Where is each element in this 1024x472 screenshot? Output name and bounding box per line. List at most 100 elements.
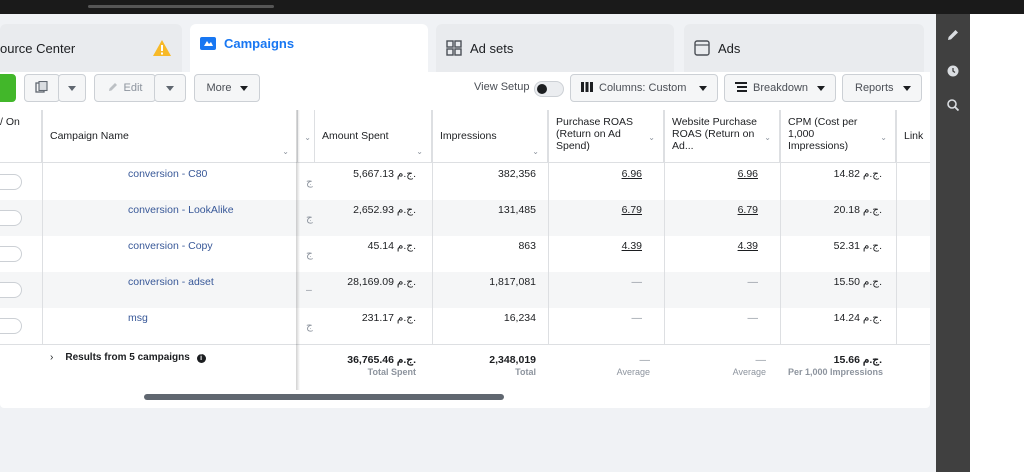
campaign-name-link[interactable]: conversion - adset <box>128 276 214 288</box>
sort-icon: ⌄ <box>880 133 887 142</box>
scrollbar-thumb[interactable] <box>144 394 504 400</box>
delivery-cell: ج <box>306 320 313 332</box>
purchase-roas-cell: — <box>631 276 643 288</box>
caret-down-icon <box>239 82 248 94</box>
website-roas-cell[interactable]: 6.96 <box>737 168 758 180</box>
total-impressions: 2,348,019 <box>489 354 536 366</box>
warning-icon <box>152 39 172 60</box>
campaign-toggle[interactable] <box>0 318 22 334</box>
total-amount-sub: Total Spent <box>367 367 416 377</box>
campaign-name-link[interactable]: conversion - C80 <box>128 168 208 180</box>
sort-icon: ⌄ <box>416 147 423 156</box>
pencil-icon <box>108 82 118 95</box>
tab-campaigns[interactable]: Campaigns <box>190 24 428 72</box>
cpm-cell: 14.82 ج.م. <box>833 168 882 180</box>
total-cpm-sub: Per 1,000 Impressions <box>788 367 884 377</box>
campaign-toggle[interactable] <box>0 210 22 226</box>
campaign-name-link[interactable]: conversion - LookAlike <box>128 204 234 216</box>
campaign-toggle[interactable] <box>0 246 22 262</box>
col-on-off-label: / On <box>0 116 20 128</box>
delivery-cell: ج <box>306 212 313 224</box>
tab-resource-center[interactable]: ource Center <box>0 24 182 72</box>
table-row[interactable]: conversion - LookAlike ج 2,652.93 ج.م. 1… <box>0 200 930 236</box>
col-header-delivery[interactable]: ⌄ <box>298 110 315 162</box>
reports-button[interactable]: Reports <box>842 74 922 102</box>
breakdown-button[interactable]: Breakdown <box>724 74 836 102</box>
results-summary[interactable]: › Results from 5 campaigns i <box>42 345 298 389</box>
duplicate-button[interactable] <box>24 74 60 102</box>
on-off-cell <box>0 164 42 200</box>
campaign-toggle[interactable] <box>0 174 22 190</box>
amount-spent-cell: 28,169.09 ج.م. <box>347 276 416 288</box>
impressions-cell: 131,485 <box>498 204 536 216</box>
duplicate-dropdown[interactable] <box>58 74 86 102</box>
campaign-name-link[interactable]: msg <box>128 312 148 324</box>
purchase-roas-cell[interactable]: 4.39 <box>621 240 642 252</box>
website-roas-cell[interactable]: 6.79 <box>737 204 758 216</box>
caret-down-icon <box>817 82 825 94</box>
zoom-icon[interactable] <box>946 98 960 112</box>
totals-row: › Results from 5 campaigns i 36,765.46 ج.… <box>0 344 930 388</box>
cpm-cell: 15.50 ج.م. <box>833 276 882 288</box>
edit-dropdown[interactable] <box>154 74 186 102</box>
purchase-roas-cell[interactable]: 6.96 <box>621 168 642 180</box>
col-header-link[interactable]: Link <box>896 110 930 162</box>
col-divider <box>896 110 897 344</box>
col-header-purchase-roas[interactable]: Purchase ROAS (Return on Ad Spend) ⌄ <box>548 110 664 162</box>
col-header-website-roas[interactable]: Website Purchase ROAS (Return on Ad... ⌄ <box>664 110 780 162</box>
sort-icon: ⌄ <box>282 147 289 156</box>
info-icon: i <box>196 354 206 363</box>
purchase-roas-cell[interactable]: 6.79 <box>621 204 642 216</box>
tab-ad-sets[interactable]: Ad sets <box>436 24 674 72</box>
col-link-label: Link <box>904 130 924 142</box>
campaigns-table: / On Campaign Name ⌄ ⌄ Amount Spent ⌄ Im… <box>0 110 930 400</box>
total-roas-sub: Average <box>616 367 650 377</box>
pencil-icon[interactable] <box>946 28 960 42</box>
campaign-name-link[interactable]: conversion - Copy <box>128 240 213 252</box>
col-header-impressions[interactable]: Impressions ⌄ <box>432 110 548 162</box>
col-purchase-roas-label: Purchase ROAS (Return on Ad Spend) <box>556 116 634 152</box>
on-off-cell <box>0 308 42 344</box>
total-website-roas-sub: Average <box>732 367 766 377</box>
amount-spent-cell: 231.17 ج.م. <box>361 312 416 324</box>
columns-button[interactable]: Columns: Custom <box>570 74 718 102</box>
clock-icon[interactable] <box>946 64 960 78</box>
total-website-roas-cell: — Average <box>664 345 774 389</box>
total-website-roas: — <box>755 354 767 366</box>
campaign-folder-icon <box>200 36 216 50</box>
table-row[interactable]: conversion - C80 ج 5,667.13 ج.م. 382,356… <box>0 164 930 200</box>
edit-label: Edit <box>123 82 143 94</box>
impressions-cell: 382,356 <box>498 168 536 180</box>
tab-ad-sets-label: Ad sets <box>470 40 514 56</box>
horizontal-scrollbar[interactable] <box>0 392 930 400</box>
col-header-cpm[interactable]: CPM (Cost per 1,000 Impressions) ⌄ <box>780 110 896 162</box>
more-label: More <box>206 82 232 94</box>
table-row[interactable]: conversion - adset – 28,169.09 ج.م. 1,81… <box>0 272 930 308</box>
col-header-amount-spent[interactable]: Amount Spent ⌄ <box>314 110 432 162</box>
caret-down-icon <box>166 82 174 94</box>
col-divider <box>432 110 433 344</box>
col-header-on-off[interactable]: / On <box>0 110 42 162</box>
edit-button[interactable]: Edit <box>94 74 156 102</box>
frozen-column-shadow <box>296 110 300 390</box>
table-row[interactable]: conversion - Copy ج 45.14 ج.م. 863 4.39 … <box>0 236 930 272</box>
create-button[interactable] <box>0 74 16 102</box>
col-amount-spent-label: Amount Spent <box>322 130 389 142</box>
delivery-cell: ج <box>306 176 313 188</box>
sort-icon: ⌄ <box>764 133 771 142</box>
side-toolbar <box>936 14 970 472</box>
col-cpm-label: CPM (Cost per 1,000 Impressions) <box>788 116 858 152</box>
tab-ads[interactable]: Ads <box>684 24 924 72</box>
ad-square-icon <box>694 40 710 56</box>
total-impressions-cell: 2,348,019 Total <box>432 345 544 389</box>
website-roas-cell[interactable]: 4.39 <box>737 240 758 252</box>
cpm-cell: 52.31 ج.م. <box>833 240 882 252</box>
campaign-toggle[interactable] <box>0 282 22 298</box>
table-row[interactable]: msg ج 231.17 ج.م. 16,234 — — 14.24 ج.م. <box>0 308 930 344</box>
header-divider <box>0 162 930 163</box>
amount-spent-cell: 5,667.13 ج.م. <box>353 168 416 180</box>
col-header-campaign-name[interactable]: Campaign Name ⌄ <box>42 110 298 162</box>
more-button[interactable]: More <box>194 74 260 102</box>
view-setup-toggle[interactable] <box>534 81 564 97</box>
col-divider <box>42 110 43 344</box>
